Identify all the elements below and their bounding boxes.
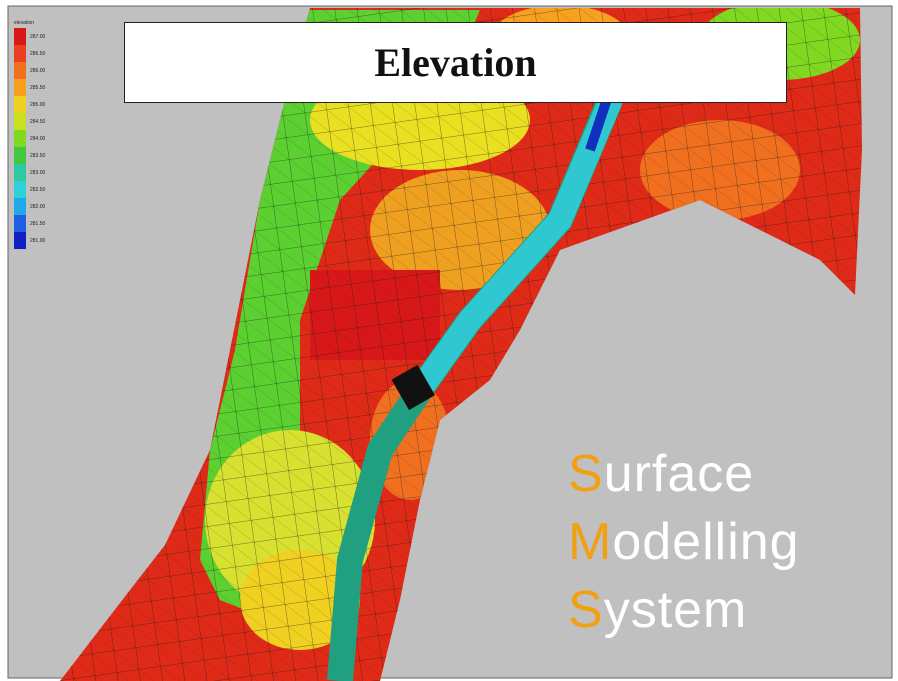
- legend-item: 285.00: [14, 96, 45, 113]
- legend-item: 281.50: [14, 215, 45, 232]
- legend-label: 285.00: [30, 102, 45, 108]
- legend-swatch: [14, 96, 26, 113]
- watermark-line: Modelling: [568, 508, 800, 576]
- legend-swatch: [14, 130, 26, 147]
- legend-item: 284.00: [14, 130, 45, 147]
- legend-label: 284.50: [30, 119, 45, 125]
- legend-item: 285.50: [14, 79, 45, 96]
- title: Elevation: [124, 22, 787, 103]
- legend-label: 282.50: [30, 187, 45, 193]
- legend-swatch: [14, 215, 26, 232]
- legend-label: 286.50: [30, 51, 45, 57]
- legend-label: 281.50: [30, 221, 45, 227]
- screenshot: Elevation elevation 287.00 286.50 286.00 28…: [0, 0, 898, 681]
- legend-item: 284.50: [14, 113, 45, 130]
- legend-label: 281.00: [30, 238, 45, 244]
- legend-item: 283.50: [14, 147, 45, 164]
- legend-item: 282.00: [14, 198, 45, 215]
- legend-swatch: [14, 62, 26, 79]
- legend-label: 283.50: [30, 153, 45, 159]
- legend-swatch: [14, 164, 26, 181]
- legend-swatch: [14, 198, 26, 215]
- legend-item: 282.50: [14, 181, 45, 198]
- legend-label: 287.00: [30, 34, 45, 40]
- legend-swatch: [14, 45, 26, 62]
- watermark-line: System: [568, 576, 800, 644]
- legend-swatch: [14, 181, 26, 198]
- legend-item: 283.00: [14, 164, 45, 181]
- legend: elevation 287.00 286.50 286.00 285.50 285.00…: [14, 20, 45, 249]
- legend-title: elevation: [14, 20, 45, 28]
- legend-item: 286.00: [14, 62, 45, 79]
- legend-swatch: [14, 113, 26, 130]
- legend-label: 286.00: [30, 68, 45, 74]
- legend-swatch: [14, 147, 26, 164]
- legend-item: 287.00: [14, 28, 45, 45]
- legend-label: 282.00: [30, 204, 45, 210]
- legend-label: 283.00: [30, 170, 45, 176]
- legend-label: 284.00: [30, 136, 45, 142]
- legend-swatch: [14, 79, 26, 96]
- watermark-line: Surface: [568, 440, 800, 508]
- legend-swatch: [14, 232, 26, 249]
- legend-label: 285.50: [30, 85, 45, 91]
- legend-item: 286.50: [14, 45, 45, 62]
- legend-item: 281.00: [14, 232, 45, 249]
- legend-swatch: [14, 28, 26, 45]
